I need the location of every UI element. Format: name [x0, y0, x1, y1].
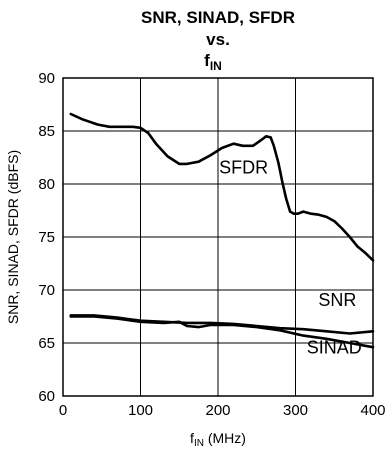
x-axis-label-suffix: (MHz) — [204, 430, 246, 446]
x-axis-label: fIN (MHz) — [190, 430, 246, 449]
x-axis-label-sub: IN — [194, 438, 204, 449]
series-lines — [69, 112, 375, 349]
y-tick-label: 90 — [38, 70, 55, 87]
y-tick-label: 65 — [38, 335, 55, 352]
chart-title-line-1: SNR, SINAD, SFDR — [141, 8, 295, 27]
chart-title-fin-main: f — [204, 51, 210, 70]
y-axis-label: SNR, SINAD, SFDR (dBFS) — [5, 150, 21, 324]
y-tick-label: 60 — [38, 388, 55, 405]
series-labels: SFDR SNR SINAD — [219, 157, 362, 357]
sinad-label: SINAD — [307, 338, 362, 358]
y-tick-label: 70 — [38, 282, 55, 299]
x-tick-label: 300 — [283, 402, 308, 419]
sinad-line — [69, 315, 375, 349]
x-axis-label-main: f — [190, 430, 194, 446]
sfdr-line — [69, 112, 375, 262]
y-tick-label: 80 — [38, 176, 55, 193]
x-tick-label: 400 — [360, 402, 385, 419]
x-tick-label: 0 — [59, 402, 67, 419]
y-tick-label: 75 — [38, 229, 55, 246]
y-tick-label: 85 — [38, 123, 55, 140]
x-tick-labels: 0 100 200 300 400 — [59, 402, 386, 419]
sfdr-label: SFDR — [219, 157, 268, 177]
grid — [63, 78, 373, 396]
chart-title-line-3: fIN — [204, 51, 222, 73]
y-tick-labels: 60 65 70 75 80 85 90 — [38, 70, 55, 405]
x-tick-label: 200 — [205, 402, 230, 419]
chart-title-fin-sub: IN — [210, 59, 222, 73]
chart-title-line-2: vs. — [206, 30, 230, 49]
x-tick-label: 100 — [128, 402, 153, 419]
snr-label: SNR — [318, 290, 356, 310]
